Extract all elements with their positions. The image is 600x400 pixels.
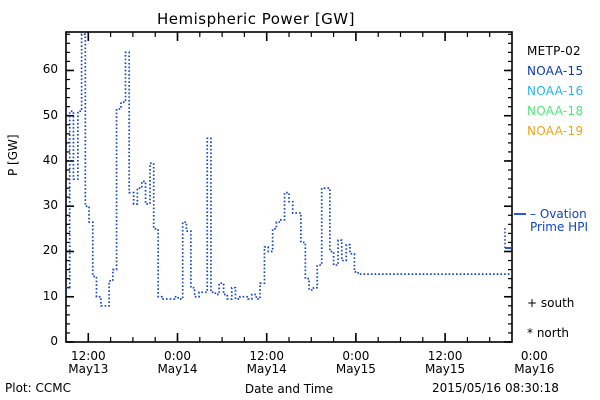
x-tick-time: 0:00 <box>342 349 370 363</box>
y-axis-label: P [GW] <box>6 134 20 176</box>
legend-marker-group <box>504 213 526 249</box>
legend-item-metp-02: METP-02 <box>527 44 581 58</box>
plot-credit: Plot: CCMC <box>5 381 71 395</box>
legend-item-noaa-16: NOAA-16 <box>527 84 584 98</box>
legend-item-noaa-18: NOAA-18 <box>527 104 584 118</box>
x-tick-label: 12:00 May14 <box>232 350 302 376</box>
y-tick-label: 10 <box>42 288 58 303</box>
x-tick-time: 12:00 <box>249 349 284 363</box>
legend-hemisphere-north: * north <box>527 326 570 340</box>
legend-item-noaa-15: NOAA-15 <box>527 64 584 78</box>
generation-timestamp: 2015/05/16 08:30:18 <box>432 381 559 395</box>
x-tick-label: 0:00 May15 <box>321 350 391 376</box>
x-tick-time: 0:00 <box>164 349 191 363</box>
series-line-0 <box>66 33 512 307</box>
x-tick-label: 12:00 May13 <box>53 350 123 376</box>
x-tick-date: May14 <box>157 362 198 376</box>
x-tick-label: 12:00 May15 <box>410 350 480 376</box>
x-tick-date: May13 <box>68 362 109 376</box>
x-tick-time: 12:00 <box>71 349 106 363</box>
data-series-group <box>66 33 512 307</box>
x-tick-date: May16 <box>514 362 555 376</box>
x-tick-time: 12:00 <box>427 349 463 363</box>
y-tick-label: 60 <box>42 62 58 77</box>
y-tick-label: 20 <box>42 243 58 258</box>
y-tick-label: 40 <box>42 152 58 167</box>
y-tick-label: 50 <box>42 107 58 122</box>
legend-item-ovation-prime-hpi: – Ovation Prime HPI <box>530 208 588 234</box>
x-tick-date: May15 <box>425 362 466 376</box>
y-tick-label: 30 <box>42 198 58 213</box>
axes-frame <box>65 31 513 343</box>
legend-ovation-line1: – Ovation <box>530 207 587 221</box>
legend-item-noaa-19: NOAA-19 <box>527 124 584 138</box>
x-axis-label: Date and Time <box>244 382 334 396</box>
x-tick-date: May15 <box>335 362 376 376</box>
legend-ovation-line2: Prime HPI <box>530 220 588 234</box>
x-tick-label: 0:00 May14 <box>143 350 213 376</box>
x-tick-label: 0:00 May16 <box>499 350 569 376</box>
axis-ticks <box>65 32 512 343</box>
y-tick-label: 0 <box>50 334 58 348</box>
x-tick-time: 0:00 <box>520 349 548 363</box>
x-tick-date: May14 <box>246 362 287 376</box>
legend-hemisphere-south: + south <box>527 296 575 310</box>
chart-title: Hemispheric Power [GW] <box>157 10 355 28</box>
